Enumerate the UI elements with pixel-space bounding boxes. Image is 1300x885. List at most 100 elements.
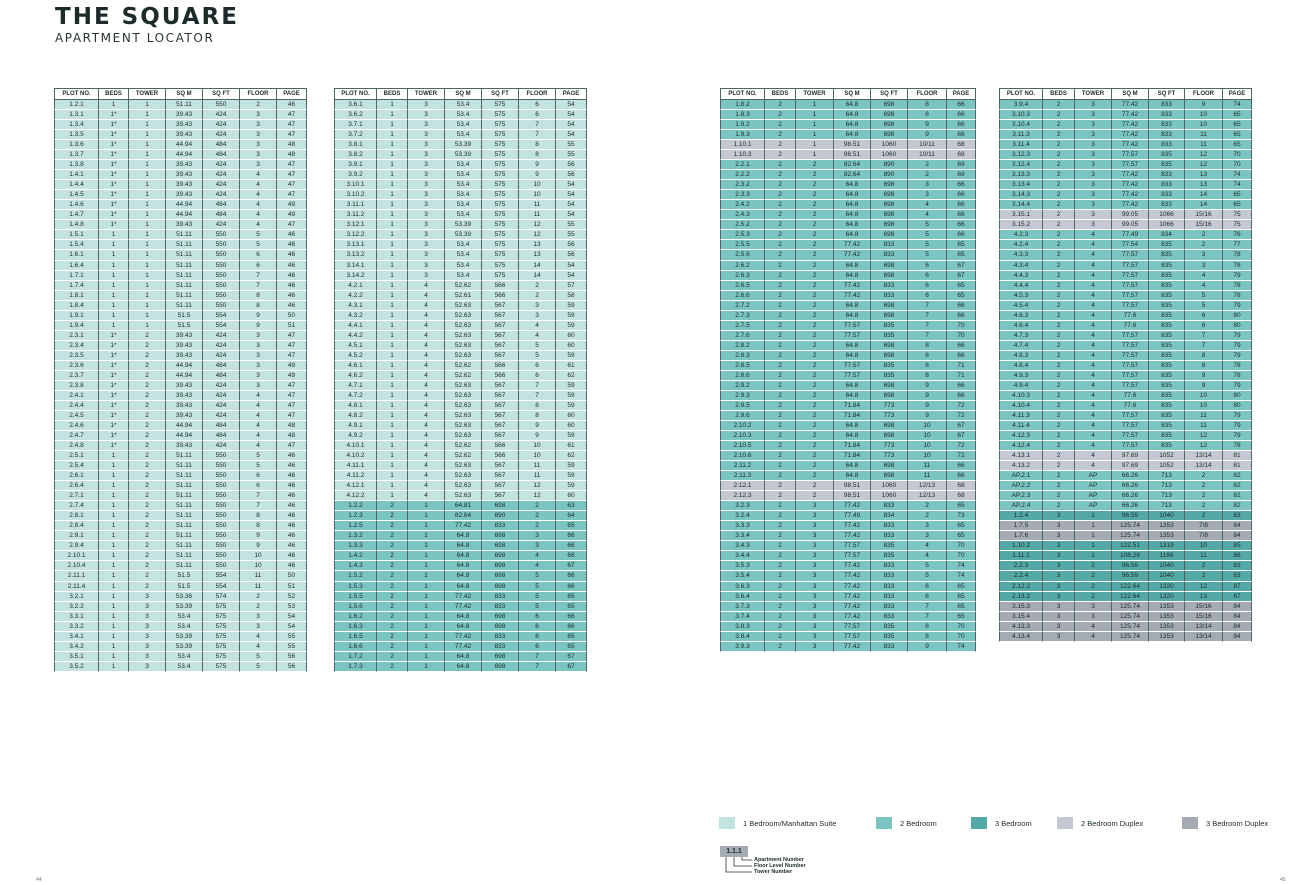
table-cell: 47 xyxy=(276,380,307,391)
table-cell: 78 xyxy=(1222,249,1252,261)
table-cell: 3 xyxy=(795,570,834,582)
table-cell: 2 xyxy=(376,621,408,632)
table-cell: 773 xyxy=(870,440,908,452)
table-cell: 2.7.5 xyxy=(720,320,765,331)
table-cell: 698 xyxy=(481,570,519,582)
table-cell: 77.42 xyxy=(444,631,482,642)
table-cell: 12 xyxy=(518,219,556,231)
table-cell: 1.7.5 xyxy=(999,520,1043,532)
key-label-tower: Tower Number xyxy=(754,869,793,875)
table-cell: 3 xyxy=(795,641,834,652)
table-row: 2.7.4 1 2 51.11 550 7 46 xyxy=(54,500,307,512)
table-row: 1.3.1 1* 1 39.43 424 3 47 xyxy=(54,109,307,121)
table-cell: 77.42 xyxy=(1111,129,1149,141)
table-cell: 64.8 xyxy=(833,119,871,131)
table-cell: 3.14.1 xyxy=(334,260,377,271)
table-cell: 66.26 xyxy=(1111,490,1149,502)
table-cell: 39.43 xyxy=(165,109,203,121)
table-cell: 52.63 xyxy=(444,340,482,351)
table-cell: 125.74 xyxy=(1111,520,1149,532)
table-cell: 3 xyxy=(239,350,277,361)
table-cell: 4.10.1 xyxy=(334,440,377,452)
table-cell: 1 xyxy=(128,199,166,211)
table-cell: 64.8 xyxy=(444,550,482,562)
table-cell: 698 xyxy=(481,540,519,552)
table-cell: 125.74 xyxy=(1111,601,1149,612)
table-row: 4.11.4 2 4 77.57 835 11 79 xyxy=(999,420,1252,432)
table-row: 4.8.3 2 4 77.57 835 8 79 xyxy=(999,350,1252,361)
table-cell: 575 xyxy=(202,621,240,632)
table-cell: 833 xyxy=(870,591,908,602)
table-cell: 4 xyxy=(407,330,445,341)
locator-table-4: PLOT NO. BEDS TOWER SQ M SQ FT FLOOR PAGE 3.9.4… xyxy=(999,88,1252,642)
table-row: 4.11.3 2 4 77.57 835 11 79 xyxy=(999,410,1252,422)
table-cell: 55 xyxy=(276,641,307,652)
table-cell: 2.10.1 xyxy=(54,550,99,562)
table-cell: 10 xyxy=(907,430,947,442)
table-cell: 53.4 xyxy=(165,611,203,622)
table-cell: 6 xyxy=(518,641,556,652)
table-row: 1.4.7 1* 1 44.94 484 4 49 xyxy=(54,209,307,221)
table-row: 1.10.1 2 1 98.51 1060 10/11 68 xyxy=(720,139,976,151)
table-cell: 56 xyxy=(555,239,587,251)
table-cell: 77.42 xyxy=(833,601,871,612)
table-cell: 4 xyxy=(1074,270,1112,281)
table-cell: 3 xyxy=(239,380,277,391)
table-cell: 2 xyxy=(764,310,796,321)
table-cell: 2 xyxy=(764,520,796,532)
table-cell: 53.4 xyxy=(444,159,482,171)
table-cell: 7 xyxy=(907,330,947,341)
table-cell: 3 xyxy=(1074,159,1112,171)
table-cell: 4 xyxy=(239,169,277,181)
table-cell: 2.4.2 xyxy=(720,199,765,211)
table-cell: 39.43 xyxy=(165,340,203,351)
table-cell: 2 xyxy=(764,270,796,281)
column-header: SQ FT xyxy=(870,88,908,100)
table-cell: 64.8 xyxy=(833,109,871,121)
table-cell: 54 xyxy=(276,611,307,622)
table-cell: 14 xyxy=(518,270,556,281)
table-row: 3.15.3 3 3 125.74 1353 15/16 84 xyxy=(999,601,1252,612)
table-cell: 3 xyxy=(239,139,277,151)
table-cell: 77.57 xyxy=(833,550,871,562)
table-cell: 835 xyxy=(870,360,908,371)
table-cell: 1 xyxy=(98,470,129,482)
table-cell: 550 xyxy=(202,290,240,301)
key-connector-lines xyxy=(725,857,752,873)
table-row: 2.3.2 2 2 64.8 698 3 66 xyxy=(720,179,976,191)
table-cell: 77.49 xyxy=(833,510,871,522)
table-cell: 51.11 xyxy=(165,239,203,251)
table-cell: 69 xyxy=(946,159,976,171)
table-cell: 835 xyxy=(1148,420,1185,432)
table-cell: 567 xyxy=(481,390,519,401)
table-cell: 835 xyxy=(1148,350,1185,361)
table-cell: 4 xyxy=(1074,310,1112,321)
table-cell: 79 xyxy=(1222,420,1252,432)
table-cell: 64.8 xyxy=(444,621,482,632)
table-cell: 4 xyxy=(1074,260,1112,271)
table-cell: 71.84 xyxy=(833,410,871,422)
table-cell: 575 xyxy=(481,249,519,261)
table-cell: 4 xyxy=(407,420,445,432)
table-row: 2.9.6 2 2 71.84 773 9 72 xyxy=(720,410,976,422)
table-cell: 65 xyxy=(946,591,976,602)
table-cell: 575 xyxy=(481,119,519,131)
table-cell: 77.42 xyxy=(833,249,871,261)
table-cell: 1 xyxy=(98,611,129,622)
table-cell: 835 xyxy=(1148,390,1185,401)
table-cell: 4 xyxy=(1074,410,1112,422)
table-cell: 698 xyxy=(870,390,908,401)
table-cell: 2.12.1 xyxy=(720,480,765,492)
table-cell: 87 xyxy=(1222,581,1252,592)
table-cell: 83 xyxy=(1222,560,1252,572)
table-cell: 1.10.3 xyxy=(720,149,765,161)
table-row: 2.6.3 2 2 64.8 698 6 67 xyxy=(720,270,976,281)
table-row: 4.2.4 2 4 77.54 835 2 77 xyxy=(999,239,1252,251)
table-cell: 835 xyxy=(1148,440,1185,452)
table-row: 2.2.1 2 2 82.64 890 2 69 xyxy=(720,159,976,171)
table-cell: 2 xyxy=(795,380,834,391)
table-cell: 567 xyxy=(481,350,519,361)
table-cell: 2 xyxy=(795,300,834,311)
table-cell: 2 xyxy=(764,400,796,411)
table-cell: 64.8 xyxy=(833,470,871,482)
